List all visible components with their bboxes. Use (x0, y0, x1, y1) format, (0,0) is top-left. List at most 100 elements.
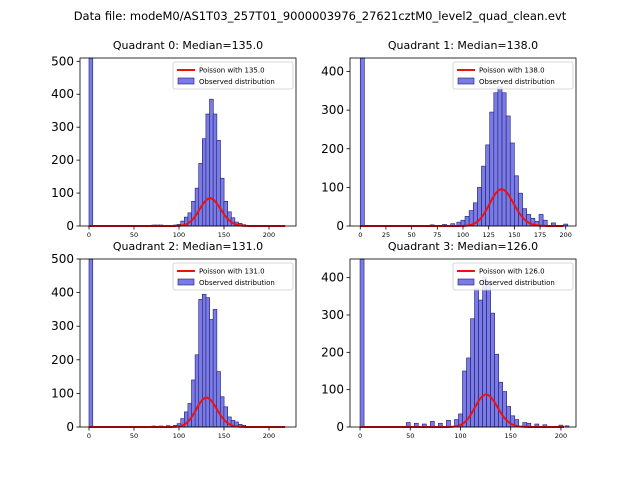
y-tick-label: 400 (51, 286, 74, 300)
x-tick-label: 50 (130, 231, 138, 239)
histogram-bar (220, 396, 225, 428)
axes-frame (79, 258, 297, 428)
histogram-bar (489, 111, 495, 227)
legend-label-observed: Observed distribution (199, 279, 275, 287)
legend-label-poisson: Poisson with 131.0 (199, 268, 265, 276)
x-tick-label: 75 (433, 231, 441, 239)
axes-frame (349, 258, 577, 428)
chart-panel-0: Quadrant 0: Median=135.0 0 50 100 150 200 0 100… (51, 39, 297, 239)
x-tick-label: 125 (482, 231, 494, 239)
x-tick-label: 100 (173, 231, 185, 239)
histogram-bar (194, 354, 200, 428)
figure-suptitle: Data file: modeM0/AS1T03_257T01_90000039… (74, 9, 567, 23)
y-tick-label: 200 (51, 353, 74, 367)
histogram-bar (198, 299, 203, 428)
histogram-bar (486, 281, 491, 428)
histogram-bar (501, 92, 507, 227)
histogram-bar (191, 379, 196, 428)
x-tick-label: 175 (534, 231, 546, 239)
histogram-bar-zero (88, 57, 94, 227)
x-tick-label: 200 (263, 231, 275, 239)
chart-title: Quadrant 3: Median=126.0 (388, 240, 538, 253)
histogram-bar (497, 86, 503, 227)
histogram-bar (490, 312, 495, 428)
histogram-bar (505, 115, 511, 227)
chart-panel-1: Quadrant 1: Median=138.0 0 25 50 75 100 125 150… (321, 39, 577, 239)
histogram-bar-zero (359, 258, 365, 428)
y-tick-label: 400 (321, 271, 344, 285)
x-tick-label: 50 (130, 432, 138, 440)
histogram-bar (198, 163, 203, 227)
histogram-bar (205, 113, 210, 227)
y-tick-label: 500 (51, 54, 74, 68)
y-tick-label: 0 (66, 420, 74, 434)
y-tick-label: 100 (51, 186, 74, 200)
legend-box (172, 262, 294, 291)
x-tick-label: 200 (560, 231, 572, 239)
x-tick-label: 150 (505, 432, 517, 440)
y-tick-label: 400 (321, 65, 344, 79)
legend-bar-swatch (177, 77, 195, 85)
histogram-bar (482, 277, 487, 428)
x-tick-label: 200 (555, 432, 567, 440)
histogram-bar (518, 192, 523, 227)
legend-label-observed: Observed distribution (199, 78, 275, 86)
legend-label-poisson: Poisson with 135.0 (199, 67, 265, 75)
legend: Poisson with 138.0 Observed distribution (452, 61, 574, 90)
legend-label-poisson: Poisson with 138.0 (479, 67, 545, 75)
histogram-bar (216, 371, 221, 428)
legend-label-poisson: Poisson with 126.0 (479, 268, 545, 276)
x-tick-label: 150 (218, 432, 230, 440)
histogram-bar (462, 370, 467, 428)
legend-bar-swatch (457, 77, 475, 85)
histogram-bar-zero (88, 258, 94, 428)
histogram-bar (194, 187, 200, 227)
histogram-bar (202, 138, 207, 227)
x-tick-label: 150 (218, 231, 230, 239)
legend-box (452, 61, 574, 90)
y-tick-label: 300 (51, 120, 74, 134)
x-tick-label: 100 (457, 231, 469, 239)
x-tick-label: 100 (173, 432, 185, 440)
y-tick-label: 200 (51, 153, 74, 167)
chart-title: Quadrant 0: Median=135.0 (113, 39, 263, 52)
histogram-bar (202, 293, 207, 428)
x-tick-label: 50 (406, 432, 414, 440)
y-tick-label: 300 (321, 308, 344, 322)
y-tick-label: 100 (321, 180, 344, 194)
histogram-bar (209, 319, 214, 428)
legend-box (452, 262, 574, 291)
chart-panel-3: Quadrant 3: Median=126.0 0 50 100 150 200 0 100… (321, 240, 577, 440)
legend-bar-swatch (177, 278, 195, 286)
histogram-bar (538, 214, 544, 227)
histogram-bar (191, 200, 196, 227)
chart-panel-2: Quadrant 2: Median=131.0 0 50 100 150 200 0 100… (51, 240, 297, 440)
y-tick-label: 200 (321, 345, 344, 359)
legend-bar-swatch (457, 278, 475, 286)
histogram-bar (209, 98, 214, 227)
x-tick-label: 100 (454, 432, 466, 440)
histogram-bar (223, 406, 228, 428)
histogram-bar (509, 142, 515, 227)
x-tick-label: 50 (407, 231, 415, 239)
y-tick-label: 100 (51, 386, 74, 400)
histogram-bar (498, 381, 503, 428)
histogram-bar (478, 299, 483, 428)
y-tick-label: 0 (66, 219, 74, 233)
y-tick-label: 300 (51, 319, 74, 333)
axes-frame (79, 57, 297, 227)
legend: Poisson with 126.0 Observed distribution (452, 262, 574, 291)
histogram-bar (493, 92, 499, 227)
legend: Poisson with 131.0 Observed distribution (172, 262, 294, 291)
histogram-bar (220, 177, 225, 227)
x-tick-label: 0 (358, 231, 362, 239)
y-tick-label: 400 (51, 87, 74, 101)
y-tick-label: 0 (336, 420, 344, 434)
histogram-bar (494, 353, 499, 428)
chart-title: Quadrant 2: Median=131.0 (113, 240, 263, 253)
x-tick-label: 0 (87, 231, 91, 239)
x-tick-label: 0 (87, 432, 91, 440)
histogram-bar (485, 144, 491, 227)
histogram-bar (502, 391, 507, 428)
